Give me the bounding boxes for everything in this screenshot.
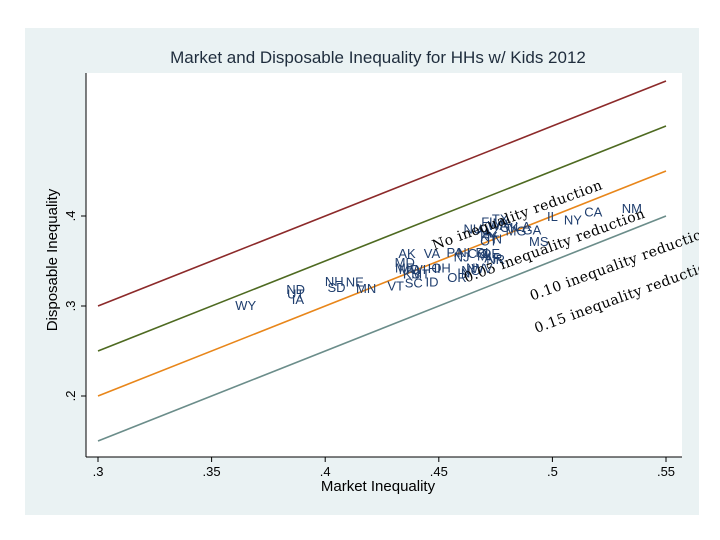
point-oh: OH	[431, 260, 451, 275]
y-axis-label: Disposable Inequality	[44, 188, 61, 331]
point-ni: NI	[457, 245, 470, 260]
point-ak: AK	[398, 246, 416, 261]
point-hi: HI	[428, 261, 441, 276]
point-il: IL	[547, 209, 558, 224]
point-vt: VT	[387, 278, 404, 293]
y-tick-label: .2	[63, 391, 78, 402]
point-mn: MN	[356, 281, 376, 296]
point-ok: OK	[500, 220, 519, 235]
y-tick-label: .4	[63, 211, 78, 222]
point-co: CO	[468, 246, 488, 261]
y-ticks: .2 .3 .4	[63, 211, 86, 402]
x-tick-label: .55	[657, 464, 675, 479]
point-nh: NH	[325, 274, 344, 289]
point-ca: CA	[584, 205, 602, 220]
point-id: ID	[425, 275, 438, 290]
point-ne: NE	[346, 275, 364, 290]
point-sd: SD	[328, 280, 346, 295]
point-ms: MS	[529, 234, 549, 249]
reference-line-1	[97, 80, 667, 307]
point-nu: NU	[463, 222, 482, 237]
point-az: AZ	[483, 224, 500, 239]
x-ticks: .3 .35 .4 .45 .5 .55	[93, 457, 675, 479]
point-fl: FL	[481, 214, 496, 229]
point-or: OR	[447, 270, 467, 285]
x-tick-label: .45	[430, 464, 448, 479]
x-tick-label: .3	[93, 464, 104, 479]
point-nv: NV	[466, 260, 484, 275]
point-ks: KS	[403, 267, 421, 282]
point-sc: SC	[405, 276, 423, 291]
point-tn: TN	[485, 232, 502, 247]
point-va: VA	[424, 246, 441, 261]
x-tick-label: .35	[203, 464, 221, 479]
point-nr: NR	[486, 252, 505, 267]
point-me: ME	[395, 260, 415, 275]
point-ri: RI	[475, 245, 488, 260]
point-ar: AR	[484, 250, 502, 265]
point-ct: CT	[480, 233, 497, 248]
point-mo: MO	[399, 262, 420, 277]
chart-title: Market and Disposable Inequality for HHs…	[170, 48, 586, 67]
reference-line-4	[97, 215, 667, 442]
reference-line-2	[97, 125, 667, 352]
point-ky: KY	[480, 229, 498, 244]
point-md: MD	[395, 255, 415, 270]
point-in: IN	[457, 266, 470, 281]
x-tick-label: .4	[320, 464, 331, 479]
point-ia: IA	[292, 292, 305, 307]
axes	[85, 73, 682, 458]
point-wv: WV	[471, 261, 492, 276]
reference-lines	[97, 80, 667, 442]
point-nc: NC	[461, 263, 480, 278]
reference-line-3	[97, 170, 667, 397]
point-mt: MT	[411, 267, 430, 282]
plot-area	[86, 73, 682, 457]
point-ga: GA	[523, 223, 542, 238]
point-wi: WI	[410, 262, 426, 277]
point-nj: NJ	[454, 250, 470, 265]
chart: Market and Disposable Inequality for HHs…	[25, 28, 699, 515]
point-al: AL	[476, 223, 492, 238]
point-tx: TX	[492, 212, 509, 227]
point-ny: NY	[564, 213, 582, 228]
point-pa: PA	[447, 245, 464, 260]
point-ma: MA	[493, 215, 513, 230]
x-tick-label: .5	[547, 464, 558, 479]
y-tick-label: .3	[63, 301, 78, 312]
chart-panel: Market and Disposable Inequality for HHs…	[25, 28, 699, 515]
point-ut: UT	[287, 286, 304, 301]
point-nd: ND	[286, 282, 305, 297]
x-axis-label: Market Inequality	[321, 478, 436, 495]
point-la: LA	[515, 219, 531, 234]
point-mi: MI	[477, 249, 491, 264]
point-wy: WY	[235, 298, 256, 313]
point-de: DE	[482, 246, 500, 261]
point-nm: NM	[622, 201, 642, 216]
point-mg: MG	[506, 223, 527, 238]
point-wa: WA	[488, 218, 509, 233]
